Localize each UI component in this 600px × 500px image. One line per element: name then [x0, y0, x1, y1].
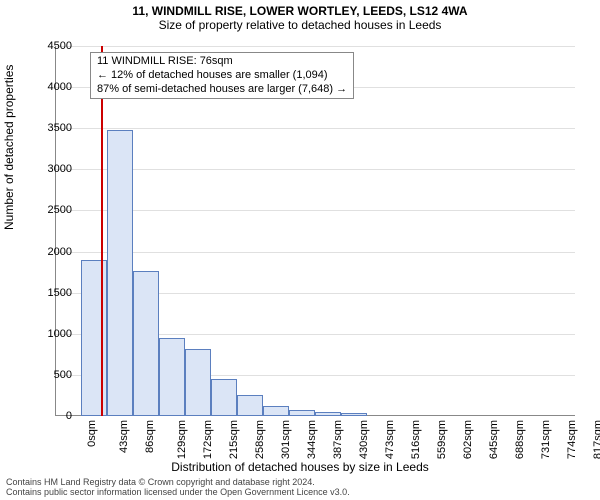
gridline	[55, 46, 575, 47]
histogram-bar	[263, 406, 289, 416]
annotation-line-2: ← 12% of detached houses are smaller (1,…	[97, 69, 347, 83]
y-tick-label: 3000	[32, 163, 72, 175]
x-tick-label: 731sqm	[540, 420, 552, 459]
x-tick-label: 387sqm	[332, 420, 344, 459]
y-tick-label: 500	[32, 369, 72, 381]
histogram-bar	[315, 412, 341, 416]
gridline	[55, 169, 575, 170]
y-tick-label: 0	[32, 410, 72, 422]
chart-title-address: 11, WINDMILL RISE, LOWER WORTLEY, LEEDS,…	[0, 4, 600, 18]
y-tick-label: 1000	[32, 328, 72, 340]
y-tick-label: 4500	[32, 40, 72, 52]
gridline	[55, 210, 575, 211]
x-tick-label: 688sqm	[514, 420, 526, 459]
x-tick-label: 0sqm	[86, 420, 98, 447]
histogram-bar	[159, 338, 185, 416]
histogram-bar	[185, 349, 211, 416]
y-axis-line	[55, 46, 56, 416]
histogram-plot-area	[55, 46, 575, 416]
x-tick-label: 430sqm	[358, 420, 370, 459]
histogram-bar	[237, 395, 263, 416]
y-tick-label: 4000	[32, 81, 72, 93]
x-tick-label: 473sqm	[384, 420, 396, 459]
y-tick-label: 2000	[32, 246, 72, 258]
x-tick-label: 774sqm	[566, 420, 578, 459]
x-tick-label: 817sqm	[592, 420, 600, 459]
x-tick-label: 301sqm	[280, 420, 292, 459]
annotation-line-1: 11 WINDMILL RISE: 76sqm	[97, 55, 347, 69]
gridline	[55, 128, 575, 129]
annotation-line-3: 87% of semi-detached houses are larger (…	[97, 83, 347, 97]
histogram-bar	[341, 413, 367, 416]
gridline	[55, 252, 575, 253]
histogram-bar	[133, 271, 159, 416]
x-axis-label: Distribution of detached houses by size …	[0, 460, 600, 474]
attribution-footer: Contains HM Land Registry data © Crown c…	[6, 478, 350, 498]
y-axis-label: Number of detached properties	[2, 65, 16, 230]
x-tick-label: 215sqm	[228, 420, 240, 459]
x-tick-label: 559sqm	[436, 420, 448, 459]
y-tick-label: 2500	[32, 204, 72, 216]
histogram-bar	[81, 260, 107, 416]
y-tick-label: 1500	[32, 287, 72, 299]
x-tick-label: 602sqm	[462, 420, 474, 459]
x-tick-label: 172sqm	[202, 420, 214, 459]
histogram-bar	[107, 130, 133, 416]
y-tick-label: 3500	[32, 122, 72, 134]
chart-subtitle: Size of property relative to detached ho…	[0, 18, 600, 32]
x-tick-label: 43sqm	[118, 420, 130, 453]
x-tick-label: 129sqm	[176, 420, 188, 459]
x-tick-label: 258sqm	[254, 420, 266, 459]
histogram-bar	[211, 379, 237, 416]
x-tick-label: 344sqm	[306, 420, 318, 459]
x-tick-label: 645sqm	[488, 420, 500, 459]
property-annotation-box: 11 WINDMILL RISE: 76sqm ← 12% of detache…	[90, 52, 354, 99]
histogram-bar	[289, 410, 315, 416]
x-tick-label: 86sqm	[144, 420, 156, 453]
footer-line-2: Contains public sector information licen…	[6, 488, 350, 498]
property-marker-line	[101, 46, 103, 416]
x-tick-label: 516sqm	[410, 420, 422, 459]
